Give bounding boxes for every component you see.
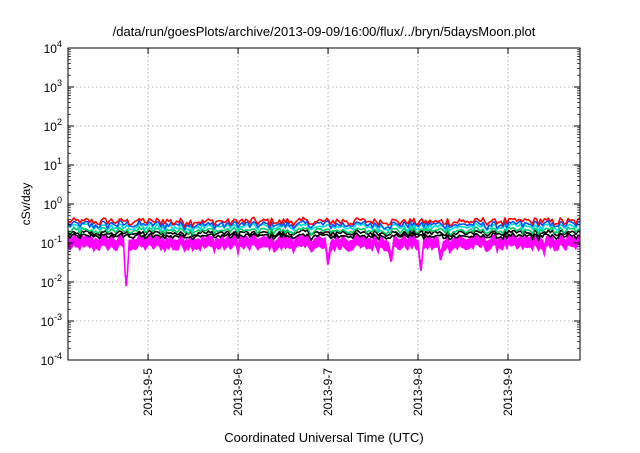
y-tick-label: 10-4 [41, 351, 62, 368]
series-black-lower-line [67, 232, 581, 242]
y-tick-label: 103 [44, 78, 62, 95]
x-tick-label: 2013-9-5 [141, 368, 155, 416]
series-layer [67, 216, 581, 287]
series-red-line [67, 216, 581, 228]
x-tick-label: 2013-9-8 [411, 368, 425, 416]
y-axis-label: cSv/day [19, 183, 33, 226]
series-magenta-line [67, 233, 581, 278]
y-tick-label: 104 [44, 39, 62, 56]
series-green-line [67, 226, 581, 236]
series-blue-line [67, 219, 581, 231]
y-tick-label: 102 [44, 117, 62, 134]
y-tick-label: 10-2 [41, 273, 62, 290]
x-tick-label: 2013-9-6 [231, 368, 245, 416]
series-black-upper-line [67, 229, 581, 238]
x-tick-label: 2013-9-7 [321, 368, 335, 416]
y-tick-label: 10-1 [41, 234, 62, 251]
x-axis-label: Coordinated Universal Time (UTC) [224, 430, 423, 445]
y-tick-label: 10-3 [41, 312, 62, 329]
y-tick-label: 100 [44, 195, 62, 212]
x-tick-label: 2013-9-9 [501, 368, 515, 416]
y-tick-label: 101 [44, 156, 62, 173]
series-cyan-line [67, 222, 581, 233]
chart-title: /data/run/goesPlots/archive/2013-09-09/1… [113, 24, 536, 39]
grid-layer [68, 48, 580, 360]
series-magenta-band [68, 234, 580, 287]
axis-layer: 10-4 10-3 10-2 10-1 100 101 102 103 104 2013-9-5 2… [41, 39, 580, 416]
